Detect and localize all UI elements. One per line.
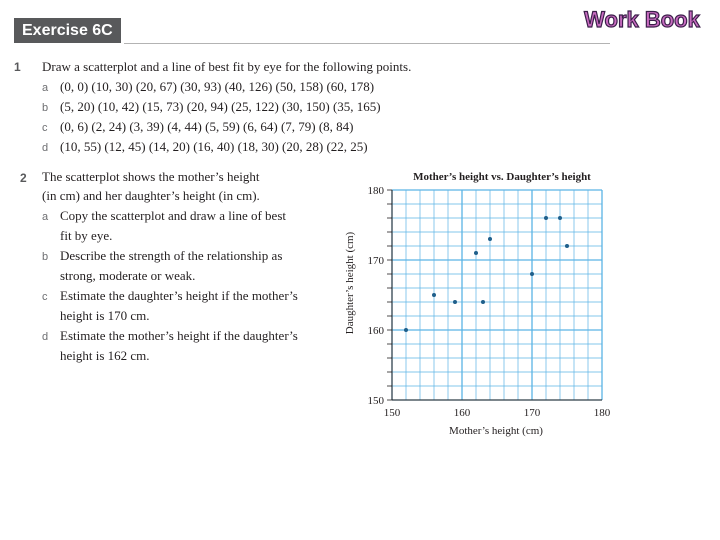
part-line: height is 162 cm. — [60, 348, 150, 363]
part-line: fit by eye. — [60, 228, 113, 243]
x-axis-label: Mother’s height (cm) — [449, 425, 543, 437]
y-tick-label: 160 — [368, 325, 385, 337]
part-line: Estimate the daughter’s height if the mo… — [60, 288, 298, 303]
chart-title: Mother’s height vs. Daughter’s height — [413, 171, 591, 183]
data-point — [558, 216, 562, 220]
part-text: (0, 6) (2, 24) (3, 39) (4, 44) (5, 59) (… — [60, 119, 354, 134]
scatterplot-chart: Mother’s height vs. Daughter’s height Mo… — [344, 171, 611, 437]
data-point — [544, 216, 548, 220]
question-number: 2 — [20, 171, 27, 185]
data-point — [530, 272, 534, 276]
part-line: Estimate the mother’s height if the daug… — [60, 328, 298, 343]
logo-text: Work Book — [584, 7, 700, 32]
part-letter: c — [42, 122, 48, 134]
y-axis-label: Daughter’s height (cm) — [344, 231, 356, 334]
header-rule — [124, 43, 610, 44]
x-tick-label: 160 — [454, 407, 471, 419]
part-letter: b — [42, 102, 49, 114]
part-text: (10, 55) (12, 45) (14, 20) (16, 40) (18,… — [60, 139, 368, 154]
x-tick-label: 180 — [594, 407, 611, 419]
chart-grid — [391, 189, 603, 401]
data-point — [453, 300, 457, 304]
y-tick-label: 170 — [368, 255, 385, 267]
data-point — [474, 251, 478, 255]
question-stem-line: (in cm) and her daughter’s height (in cm… — [42, 188, 260, 203]
chart-points — [404, 216, 569, 332]
part-line: Describe the strength of the relationshi… — [60, 248, 283, 263]
data-point — [404, 328, 408, 332]
part-letter: a — [42, 82, 49, 94]
part-text: (5, 20) (10, 42) (15, 73) (20, 94) (25, … — [60, 99, 381, 114]
question-stem: Draw a scatterplot and a line of best fi… — [42, 59, 412, 74]
workbook-logo: Work Book — [584, 6, 702, 32]
question-stem-line: The scatterplot shows the mother’s heigh… — [42, 169, 260, 184]
exercise-badge: Exercise 6C — [14, 18, 121, 43]
data-point — [488, 237, 492, 241]
part-letter: d — [42, 142, 49, 154]
part-letter: b — [42, 251, 49, 263]
part-text: (0, 0) (10, 30) (20, 67) (30, 93) (40, 1… — [60, 79, 375, 94]
data-point — [481, 300, 485, 304]
x-tick-label: 150 — [384, 407, 401, 419]
chart-ticks: 150 160 170 180 150 160 170 180 — [368, 185, 611, 419]
part-line: Copy the scatterplot and draw a line of … — [60, 208, 286, 223]
part-line: height is 170 cm. — [60, 308, 150, 323]
part-line: strong, moderate or weak. — [60, 268, 196, 283]
data-point — [565, 244, 569, 248]
part-letter: c — [42, 291, 48, 303]
data-point — [432, 293, 436, 297]
part-letter: a — [42, 211, 49, 223]
part-letter: d — [42, 331, 49, 343]
question-number: 1 — [14, 60, 21, 74]
x-tick-label: 170 — [524, 407, 541, 419]
y-tick-label: 150 — [368, 395, 385, 407]
y-tick-label: 180 — [368, 185, 385, 197]
